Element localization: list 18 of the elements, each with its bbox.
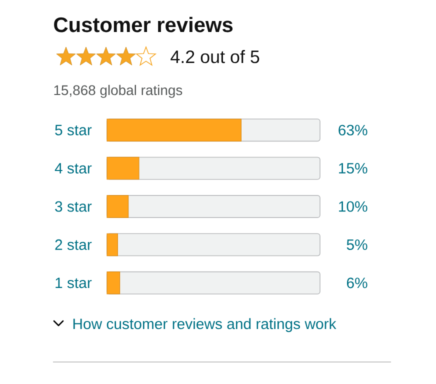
bar (106, 195, 129, 218)
chart-title: Customer reviews (54, 16, 233, 32)
text: 4.2 out of 5 (170, 50, 260, 64)
text: 15,868 global ratings (54, 84, 182, 98)
y-tick-label: 2 star (55, 239, 92, 250)
data-label: 15% (339, 163, 368, 174)
data-label: 63% (338, 124, 368, 136)
y-tick-label: 3 star (55, 201, 92, 212)
bar (106, 233, 118, 256)
data-label: 6% (346, 278, 368, 288)
y-tick-label: 4 star (54, 163, 92, 174)
bar (106, 272, 120, 294)
bar (106, 156, 140, 180)
text: How customer reviews and ratings work (73, 318, 336, 332)
y-tick-label: 1 star (56, 278, 92, 288)
y-tick-label: 5 star (55, 124, 92, 136)
data-label: 5% (346, 239, 368, 250)
data-label: 10% (339, 201, 368, 212)
